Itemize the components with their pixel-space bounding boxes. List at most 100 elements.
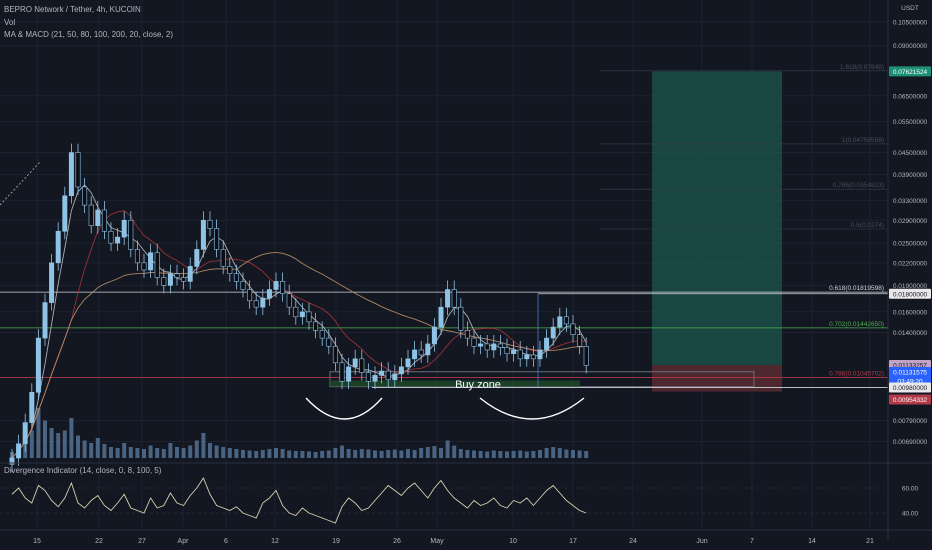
volume-bar-87 (584, 451, 589, 458)
fib-label-3: 0.5(0.0274) (851, 222, 884, 229)
time-tick-1: 22 (95, 538, 103, 545)
volume-bar-27 (188, 445, 193, 458)
volume-bar-40 (274, 448, 278, 458)
oscillator-pane: 60.00 40.00 (0, 462, 932, 524)
candle-body-3 (29, 391, 35, 423)
volume-bar-20 (142, 449, 146, 458)
candle-body-6 (49, 262, 55, 303)
volume-bar-81 (544, 448, 549, 458)
candle-body-15 (108, 230, 114, 244)
volume-bar-3 (29, 430, 34, 458)
time-tick-7: 26 (393, 538, 401, 545)
candle-body-64 (431, 326, 437, 345)
candle-body-51 (346, 366, 352, 382)
volume-bar-6 (49, 428, 54, 458)
candle-body-12 (88, 204, 94, 226)
volume-bar-13 (95, 438, 100, 458)
fib-label-4: 0.618(0.01819598) (829, 285, 884, 292)
candle-body-52 (352, 358, 358, 368)
right-shoulder-arc (479, 397, 585, 420)
candle-body-16 (115, 236, 121, 244)
volume-bar-8 (62, 430, 67, 458)
candle-body-11 (82, 186, 88, 206)
candle-body-63 (425, 343, 431, 356)
volume-bar-18 (128, 447, 133, 458)
volume-bar-76 (511, 451, 516, 458)
volume-bar-77 (518, 450, 523, 458)
candle-body-10 (75, 152, 81, 188)
price-badge-text-1: 0.01800000 (893, 291, 928, 298)
volume-bar-52 (353, 450, 358, 458)
candle-body-19 (134, 249, 140, 264)
candle-body-48 (326, 337, 332, 347)
time-tick-11: 24 (629, 538, 637, 545)
time-tick-5: 12 (271, 538, 279, 545)
candle-body-5 (42, 302, 48, 339)
volume-bar-82 (551, 447, 556, 458)
osc-tick-1: 40.00 (902, 511, 919, 518)
candlesticks (9, 143, 589, 473)
volume-bar-70 (472, 450, 476, 458)
volume-bar-64 (432, 446, 437, 458)
candle-body-72 (484, 343, 490, 351)
candle-body-70 (471, 337, 477, 347)
volume-bar-45 (307, 451, 311, 458)
volume-bar-38 (260, 450, 265, 458)
candle-body-71 (478, 343, 484, 347)
price-tick-6: 0.03300000 (893, 198, 928, 205)
candle-body-54 (365, 372, 371, 382)
price-tick-3: 0.05500000 (893, 119, 928, 126)
candle-body-31 (214, 228, 220, 250)
candle-body-62 (418, 349, 424, 356)
candle-body-53 (359, 358, 365, 373)
price-tick-9: 0.02200000 (893, 260, 928, 267)
candle-body-13 (95, 209, 101, 226)
dashed-trendline (0, 161, 41, 206)
candle-body-23 (161, 277, 167, 286)
price-tick-2: 0.06500000 (893, 93, 928, 100)
volume-bar-41 (280, 449, 285, 458)
candle-body-55 (372, 375, 378, 382)
time-tick-4: 6 (224, 538, 228, 545)
currency-label: USDT (901, 5, 919, 12)
price-tick-13: 0.00790000 (893, 418, 928, 425)
price-badge-3 (889, 367, 931, 377)
chart-title: BEPRO Network / Tether, 4h, KUCOIN (4, 5, 141, 14)
candle-body-76 (511, 349, 517, 354)
volume-bar-71 (478, 451, 483, 458)
volume-bar-32 (221, 447, 226, 458)
buy-zone-fill (330, 380, 580, 387)
volume-bar-58 (392, 449, 397, 458)
candle-body-26 (181, 277, 187, 282)
candle-body-44 (299, 311, 305, 318)
buy-zone-label: Buy zone (455, 379, 501, 391)
candle-body-59 (398, 366, 404, 375)
volume-bar-59 (399, 450, 404, 458)
time-tick-9: 10 (509, 538, 517, 545)
time-tick-3: Apr (178, 538, 190, 545)
candle-body-69 (464, 329, 470, 339)
fib-label-5: 0.702(0.01442650) (829, 321, 884, 328)
volume-bar-79 (531, 451, 536, 458)
candle-body-24 (167, 273, 173, 286)
volume-bar-66 (445, 440, 450, 458)
candle-body-2 (22, 422, 28, 445)
volume-bar-19 (135, 448, 140, 458)
time-tick-13: 7 (750, 538, 754, 545)
candle-body-67 (451, 289, 457, 308)
candle-body-1 (16, 443, 22, 459)
left-shoulder-arc (305, 397, 383, 420)
volume-bar-43 (293, 451, 298, 458)
ma-macd-legend: MA & MACD (21, 50, 80, 100, 200, 20, clo… (4, 30, 173, 39)
candle-body-66 (445, 289, 451, 308)
volume-bar-31 (214, 445, 219, 458)
volume-bar-63 (425, 447, 430, 458)
volume-bar-35 (241, 450, 245, 458)
candle-body-80 (537, 349, 543, 360)
volume-bar-55 (373, 450, 377, 458)
candle-body-87 (583, 345, 589, 366)
time-tick-0: 15 (33, 538, 41, 545)
candle-body-33 (227, 266, 233, 275)
